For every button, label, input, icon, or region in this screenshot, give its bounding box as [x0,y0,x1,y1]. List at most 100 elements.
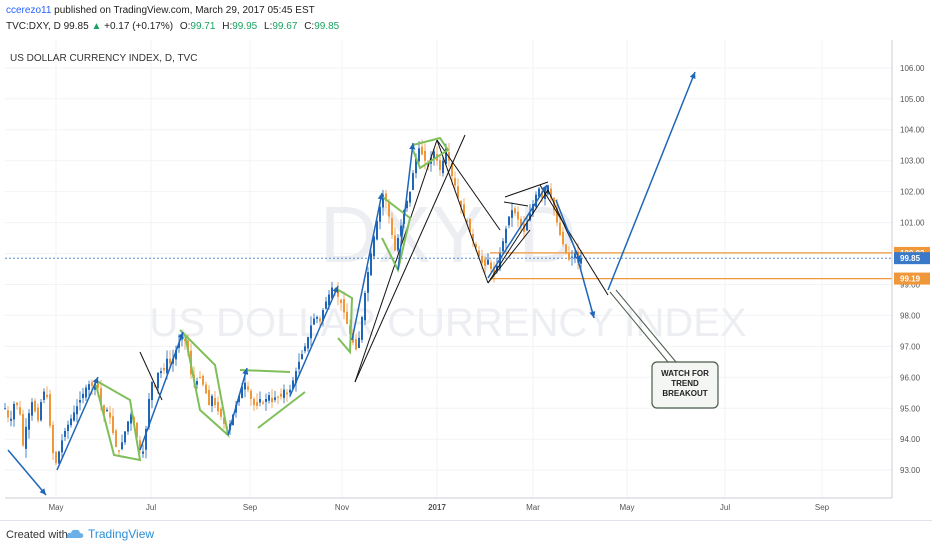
y-tick-label[interactable]: 96.00 [900,373,921,382]
price-axis[interactable]: 93.0094.0095.0096.0097.0098.0099.00100.0… [891,40,930,498]
y-tick-label[interactable]: 99.00 [900,280,921,289]
candle-body [400,225,402,236]
trend-line [487,229,531,284]
x-tick-label[interactable]: Mar [526,503,540,512]
x-tick-label[interactable]: Nov [335,503,349,512]
candle-body [208,390,210,406]
candle-body [244,382,246,390]
candle-body [418,148,420,162]
y-tick-label[interactable]: 105.00 [900,95,925,104]
candle-body [322,310,324,322]
y-tick-label[interactable]: 102.00 [900,188,925,197]
close-value: 99.85 [314,21,340,32]
candle-body [364,292,366,321]
trend-arrow-head [377,193,384,200]
candle-body [478,250,480,257]
candle-body [223,417,225,424]
trend-arrow [555,199,581,263]
candle-body [139,440,141,451]
candle-body [34,400,36,412]
y-tick-label[interactable]: 101.00 [900,219,925,228]
candle-body [469,218,471,232]
y-tick-label[interactable]: 93.00 [900,466,921,475]
y-tick-label[interactable]: 97.00 [900,342,921,351]
y-tick-label[interactable]: 94.00 [900,435,921,444]
candle-body [142,451,144,454]
trend-arrow-head [541,185,547,192]
candle-body [565,244,567,254]
y-tick-label[interactable]: 95.00 [900,404,921,413]
candle-body [22,413,24,446]
tradingview-brand: TradingView [88,527,155,541]
low-label: L: [264,21,273,32]
candle-body [535,194,537,207]
candle-body [325,301,327,309]
breakout-arrow-head [689,72,696,79]
candle-body [217,402,219,412]
candle-body [298,361,300,370]
candle-body [10,418,12,421]
y-tick-label[interactable]: 98.00 [900,311,921,320]
tradingview-link[interactable]: TradingView [66,527,154,541]
candle-body [514,208,516,214]
trend-arrow-head [39,488,46,495]
candle-body [502,241,504,252]
candle-body [28,413,30,430]
tradingview-cloud-icon [66,529,84,538]
candle-body [46,394,48,398]
candle-body [493,266,495,276]
candle-body [328,294,330,306]
x-tick-label[interactable]: Jul [720,503,730,512]
candle-body [247,386,249,390]
candle-body [376,221,378,240]
candle-body [91,382,93,386]
callout-text: WATCH FOR TREND BREAKOUT [661,369,709,398]
published-info: ccerezo11 published on TradingView.com, … [6,5,315,16]
candle-body [238,395,240,403]
x-tick-label[interactable]: May [48,503,63,512]
candle-body [520,219,522,226]
candle-body [94,383,96,390]
y-tick-label[interactable]: 106.00 [900,64,925,73]
candle-body [397,238,399,251]
candle-body [211,395,213,407]
time-axis[interactable]: May Jul Sep Nov 2017 Mar May Jul Sep [5,497,892,512]
candle-body [127,421,129,432]
candle-body [526,222,528,231]
change-value: +0.17 (+0.17%) [104,21,174,32]
trend-line [139,351,163,401]
publisher-name[interactable]: ccerezo11 [6,5,52,16]
candle-body [106,409,108,412]
candle-body [319,318,321,322]
candle-body [301,354,303,360]
trend-line [504,181,549,198]
y-tick-label[interactable]: 104.00 [900,126,925,135]
last-price: 99.85 [63,21,89,32]
candle-body [85,387,87,398]
x-tick-label[interactable]: Sep [815,503,830,512]
price-tag [894,272,930,285]
x-tick-label[interactable]: May [619,503,634,512]
x-tick-label[interactable]: 2017 [428,503,446,512]
candle-body [43,391,45,400]
candle-body [406,200,408,209]
candle-body [292,380,294,389]
candle-body [445,148,447,164]
candle-body [424,150,426,161]
candle-body [40,402,42,421]
candle-body [25,426,27,449]
candle-body [346,311,348,324]
trend-arrow [289,285,339,397]
candle-body [121,442,123,450]
candle-body [262,402,264,404]
trend-arrow-head [92,377,99,384]
candle-body [541,191,543,198]
candle-body [148,398,150,428]
y-tick-label[interactable]: 103.00 [900,157,925,166]
candle-body [499,253,501,269]
x-tick-label[interactable]: Sep [243,503,258,512]
x-tick-label[interactable]: Jul [146,503,156,512]
price-chart[interactable]: DXY, D US DOLLAR CURRENCY INDEX US DOLLA… [0,40,932,520]
candle-body [454,178,456,186]
candle-body [391,218,393,235]
